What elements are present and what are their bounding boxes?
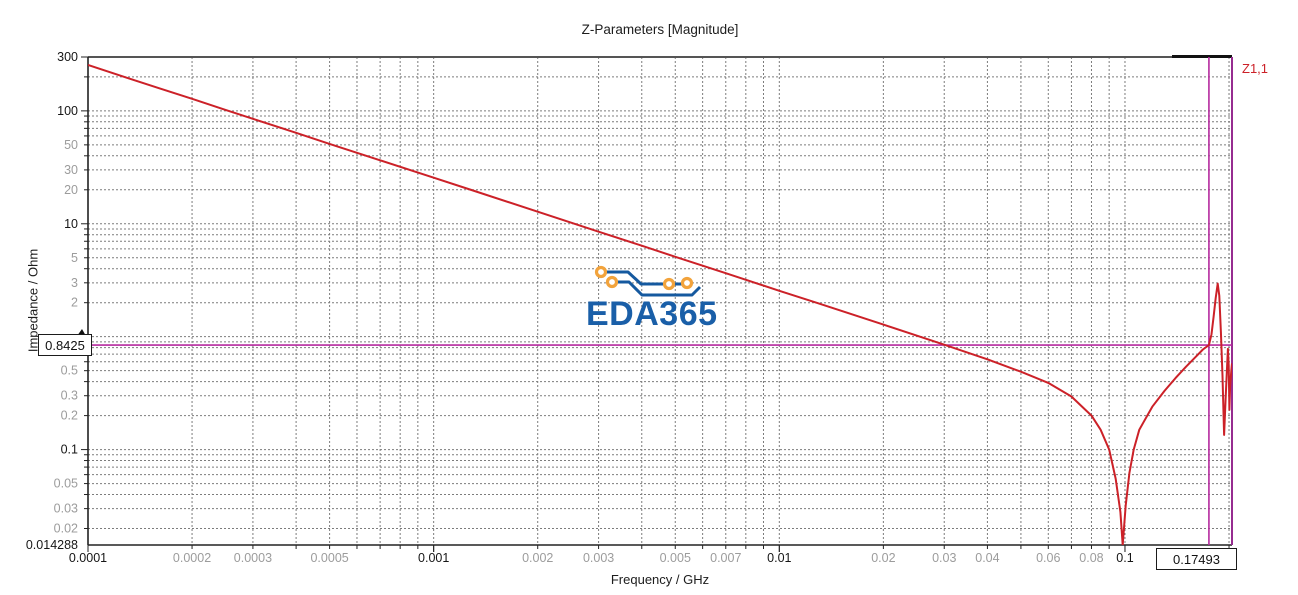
svg-text:0.5: 0.5 — [61, 364, 78, 378]
y-marker-value-box[interactable]: 0.8425 — [38, 334, 92, 356]
x-axis-title: Frequency / GHz — [610, 572, 710, 587]
svg-text:5: 5 — [71, 251, 78, 265]
svg-text:0.002: 0.002 — [522, 551, 553, 565]
svg-text:0.0001: 0.0001 — [69, 551, 107, 565]
watermark-logo — [594, 265, 702, 297]
svg-text:0.03: 0.03 — [932, 551, 956, 565]
svg-text:0.001: 0.001 — [418, 551, 449, 565]
svg-text:0.1: 0.1 — [1116, 551, 1133, 565]
watermark-text: EDA365 — [586, 295, 718, 333]
x-marker-value-box[interactable]: 0.17493 — [1156, 548, 1237, 570]
svg-text:30: 30 — [64, 163, 78, 177]
legend-entry-z11[interactable]: Z1,1 — [1242, 61, 1269, 76]
svg-text:0.014288: 0.014288 — [26, 538, 78, 552]
svg-text:0.06: 0.06 — [1036, 551, 1060, 565]
svg-text:0.005: 0.005 — [660, 551, 691, 565]
svg-text:100: 100 — [57, 104, 78, 118]
svg-text:0.1: 0.1 — [61, 443, 78, 457]
svg-text:0.02: 0.02 — [871, 551, 895, 565]
svg-text:0.01: 0.01 — [767, 551, 791, 565]
svg-text:0.02: 0.02 — [54, 522, 78, 536]
x-tick-labels: 0.0001 0.0002 0.0003 0.0005 0.001 0.002 0.003 0… — [69, 551, 1134, 565]
grid — [88, 57, 1232, 545]
svg-text:0.04: 0.04 — [975, 551, 999, 565]
svg-text:10: 10 — [64, 217, 78, 231]
svg-text:0.03: 0.03 — [54, 502, 78, 516]
svg-text:0.0005: 0.0005 — [310, 551, 348, 565]
svg-text:50: 50 — [64, 138, 78, 152]
axis-marker-lines[interactable] — [88, 57, 1232, 545]
svg-text:300: 300 — [57, 50, 78, 64]
chart-title: Z-Parameters [Magnitude] — [581, 22, 739, 37]
svg-text:0.3: 0.3 — [61, 389, 78, 403]
y-tick-labels: 300 100 50 30 20 10 5 3 2 0.5 0.3 0.2 0.1 0.05 0.03 0.0… — [26, 50, 78, 552]
plot-border — [87, 55, 1233, 546]
svg-text:0.0003: 0.0003 — [234, 551, 272, 565]
svg-text:0.2: 0.2 — [61, 409, 78, 423]
svg-text:0.003: 0.003 — [583, 551, 614, 565]
svg-text:0.08: 0.08 — [1079, 551, 1103, 565]
svg-text:0.007: 0.007 — [710, 551, 741, 565]
svg-text:2: 2 — [71, 296, 78, 310]
svg-text:20: 20 — [64, 183, 78, 197]
svg-text:3: 3 — [71, 276, 78, 290]
curve-z11[interactable] — [88, 64, 1232, 545]
svg-text:0.05: 0.05 — [54, 477, 78, 491]
svg-text:0.0002: 0.0002 — [173, 551, 211, 565]
